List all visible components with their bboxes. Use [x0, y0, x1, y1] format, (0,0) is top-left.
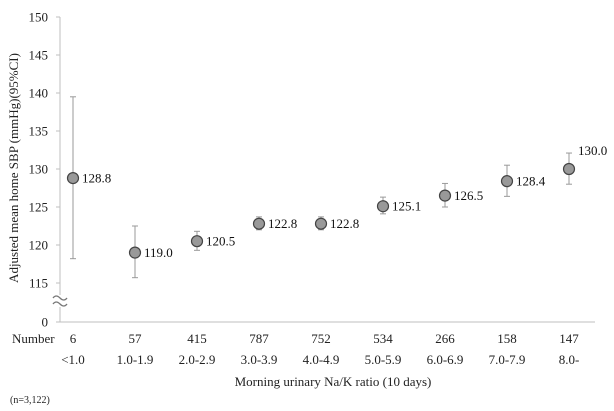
number-label: 752 — [311, 331, 331, 346]
y-tick-label: 140 — [29, 86, 49, 101]
y-tick-label: 145 — [29, 48, 49, 63]
data-points — [66, 162, 576, 259]
data-point — [562, 162, 576, 176]
y-tick-label: 135 — [29, 124, 49, 139]
x-tick-labels: 6 57 415 787 752 534 266 158 147 <1.0 1.0-1.9 2.0-2… — [61, 331, 579, 367]
data-point — [376, 200, 390, 213]
axes — [52, 17, 595, 323]
number-label: 787 — [249, 331, 269, 346]
number-label: 415 — [187, 331, 207, 346]
number-row-label: Number — [12, 331, 55, 346]
category-label: 4.0-4.9 — [303, 352, 340, 367]
data-label: 126.5 — [454, 188, 483, 203]
category-label: 6.0-6.9 — [427, 352, 464, 367]
data-point — [500, 175, 514, 188]
x-axis-title: Morning urinary Na/K ratio (10 days) — [235, 374, 432, 389]
data-label: 119.0 — [144, 245, 173, 260]
y-tick-label: 130 — [29, 162, 49, 177]
y-tick-label: 125 — [29, 200, 49, 215]
data-label: 122.8 — [268, 216, 297, 231]
number-label: 266 — [435, 331, 455, 346]
data-label: 128.8 — [82, 171, 111, 186]
category-label: 8.0- — [559, 352, 580, 367]
number-label: 57 — [129, 331, 143, 346]
y-tick-labels: 150 145 140 135 130 125 120 115 0 — [29, 10, 60, 330]
y-tick-label: 115 — [29, 276, 48, 291]
data-label: 130.0 — [578, 143, 607, 158]
data-labels: 128.8 119.0 120.5 122.8 122.8 125.1 126.5 128.4… — [82, 143, 607, 260]
category-label: 7.0-7.9 — [489, 352, 526, 367]
category-label: 1.0-1.9 — [117, 352, 154, 367]
axis-break-mark — [52, 295, 68, 301]
data-label: 125.1 — [392, 199, 421, 214]
data-point — [438, 189, 452, 202]
number-label: 534 — [373, 331, 393, 346]
category-label: 2.0-2.9 — [179, 352, 216, 367]
data-label: 122.8 — [330, 216, 359, 231]
data-point — [314, 217, 328, 230]
y-tick-label: 0 — [42, 315, 49, 330]
data-label: 128.4 — [516, 174, 546, 189]
data-point — [252, 217, 266, 230]
data-point — [66, 172, 80, 185]
category-label: <1.0 — [61, 352, 85, 367]
data-point — [128, 246, 142, 259]
number-label: 6 — [70, 331, 77, 346]
axis-break-mark — [52, 301, 68, 307]
y-axis-title: Adjusted mean home SBP (mmHg)(95%CI) — [6, 53, 21, 283]
footnote: (n=3,122) — [10, 395, 50, 406]
category-label: 5.0-5.9 — [365, 352, 402, 367]
number-label: 147 — [559, 331, 579, 346]
data-point — [190, 235, 204, 248]
y-tick-label: 150 — [29, 10, 49, 25]
y-tick-label: 120 — [29, 238, 49, 253]
data-label: 120.5 — [206, 234, 235, 249]
number-label: 158 — [497, 331, 517, 346]
category-label: 3.0-3.9 — [241, 352, 278, 367]
